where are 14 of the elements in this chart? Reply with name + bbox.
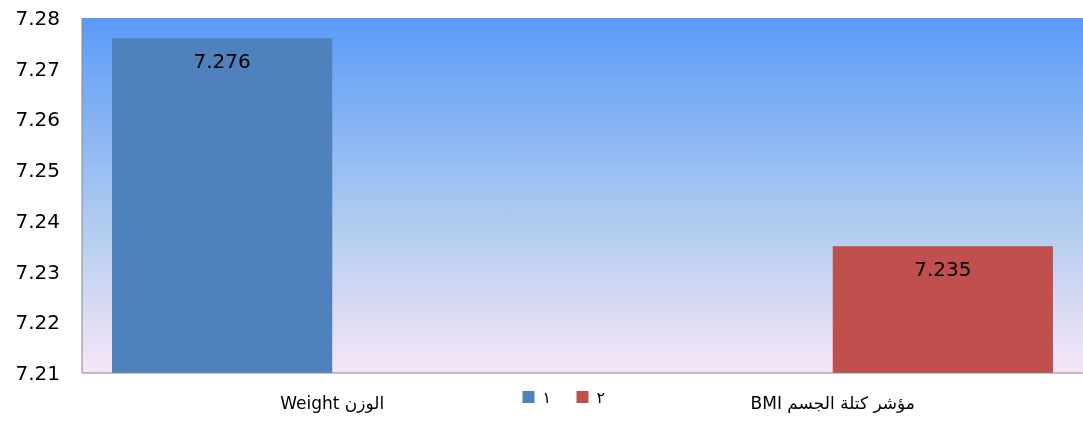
legend-label: ١ <box>542 387 552 407</box>
y-tick-label: 7.22 <box>15 310 60 335</box>
legend-label: ٢ <box>596 387 606 407</box>
y-tick-label: 7.27 <box>15 56 60 81</box>
x-tick-label: مؤشر كتلة الجسم BMI <box>750 393 915 414</box>
y-tick-label: 7.24 <box>15 208 60 233</box>
x-tick-label: الوزن Weight <box>280 393 385 413</box>
y-tick-label: 7.23 <box>15 259 60 284</box>
data-label: 7.276 <box>193 49 251 74</box>
y-tick-label: 7.21 <box>15 361 60 385</box>
y-tick-label: 7.26 <box>15 107 60 132</box>
y-tick-label: 7.25 <box>15 158 60 183</box>
data-label: 7.235 <box>914 257 972 282</box>
y-tick-label: 7.28 <box>15 6 60 30</box>
